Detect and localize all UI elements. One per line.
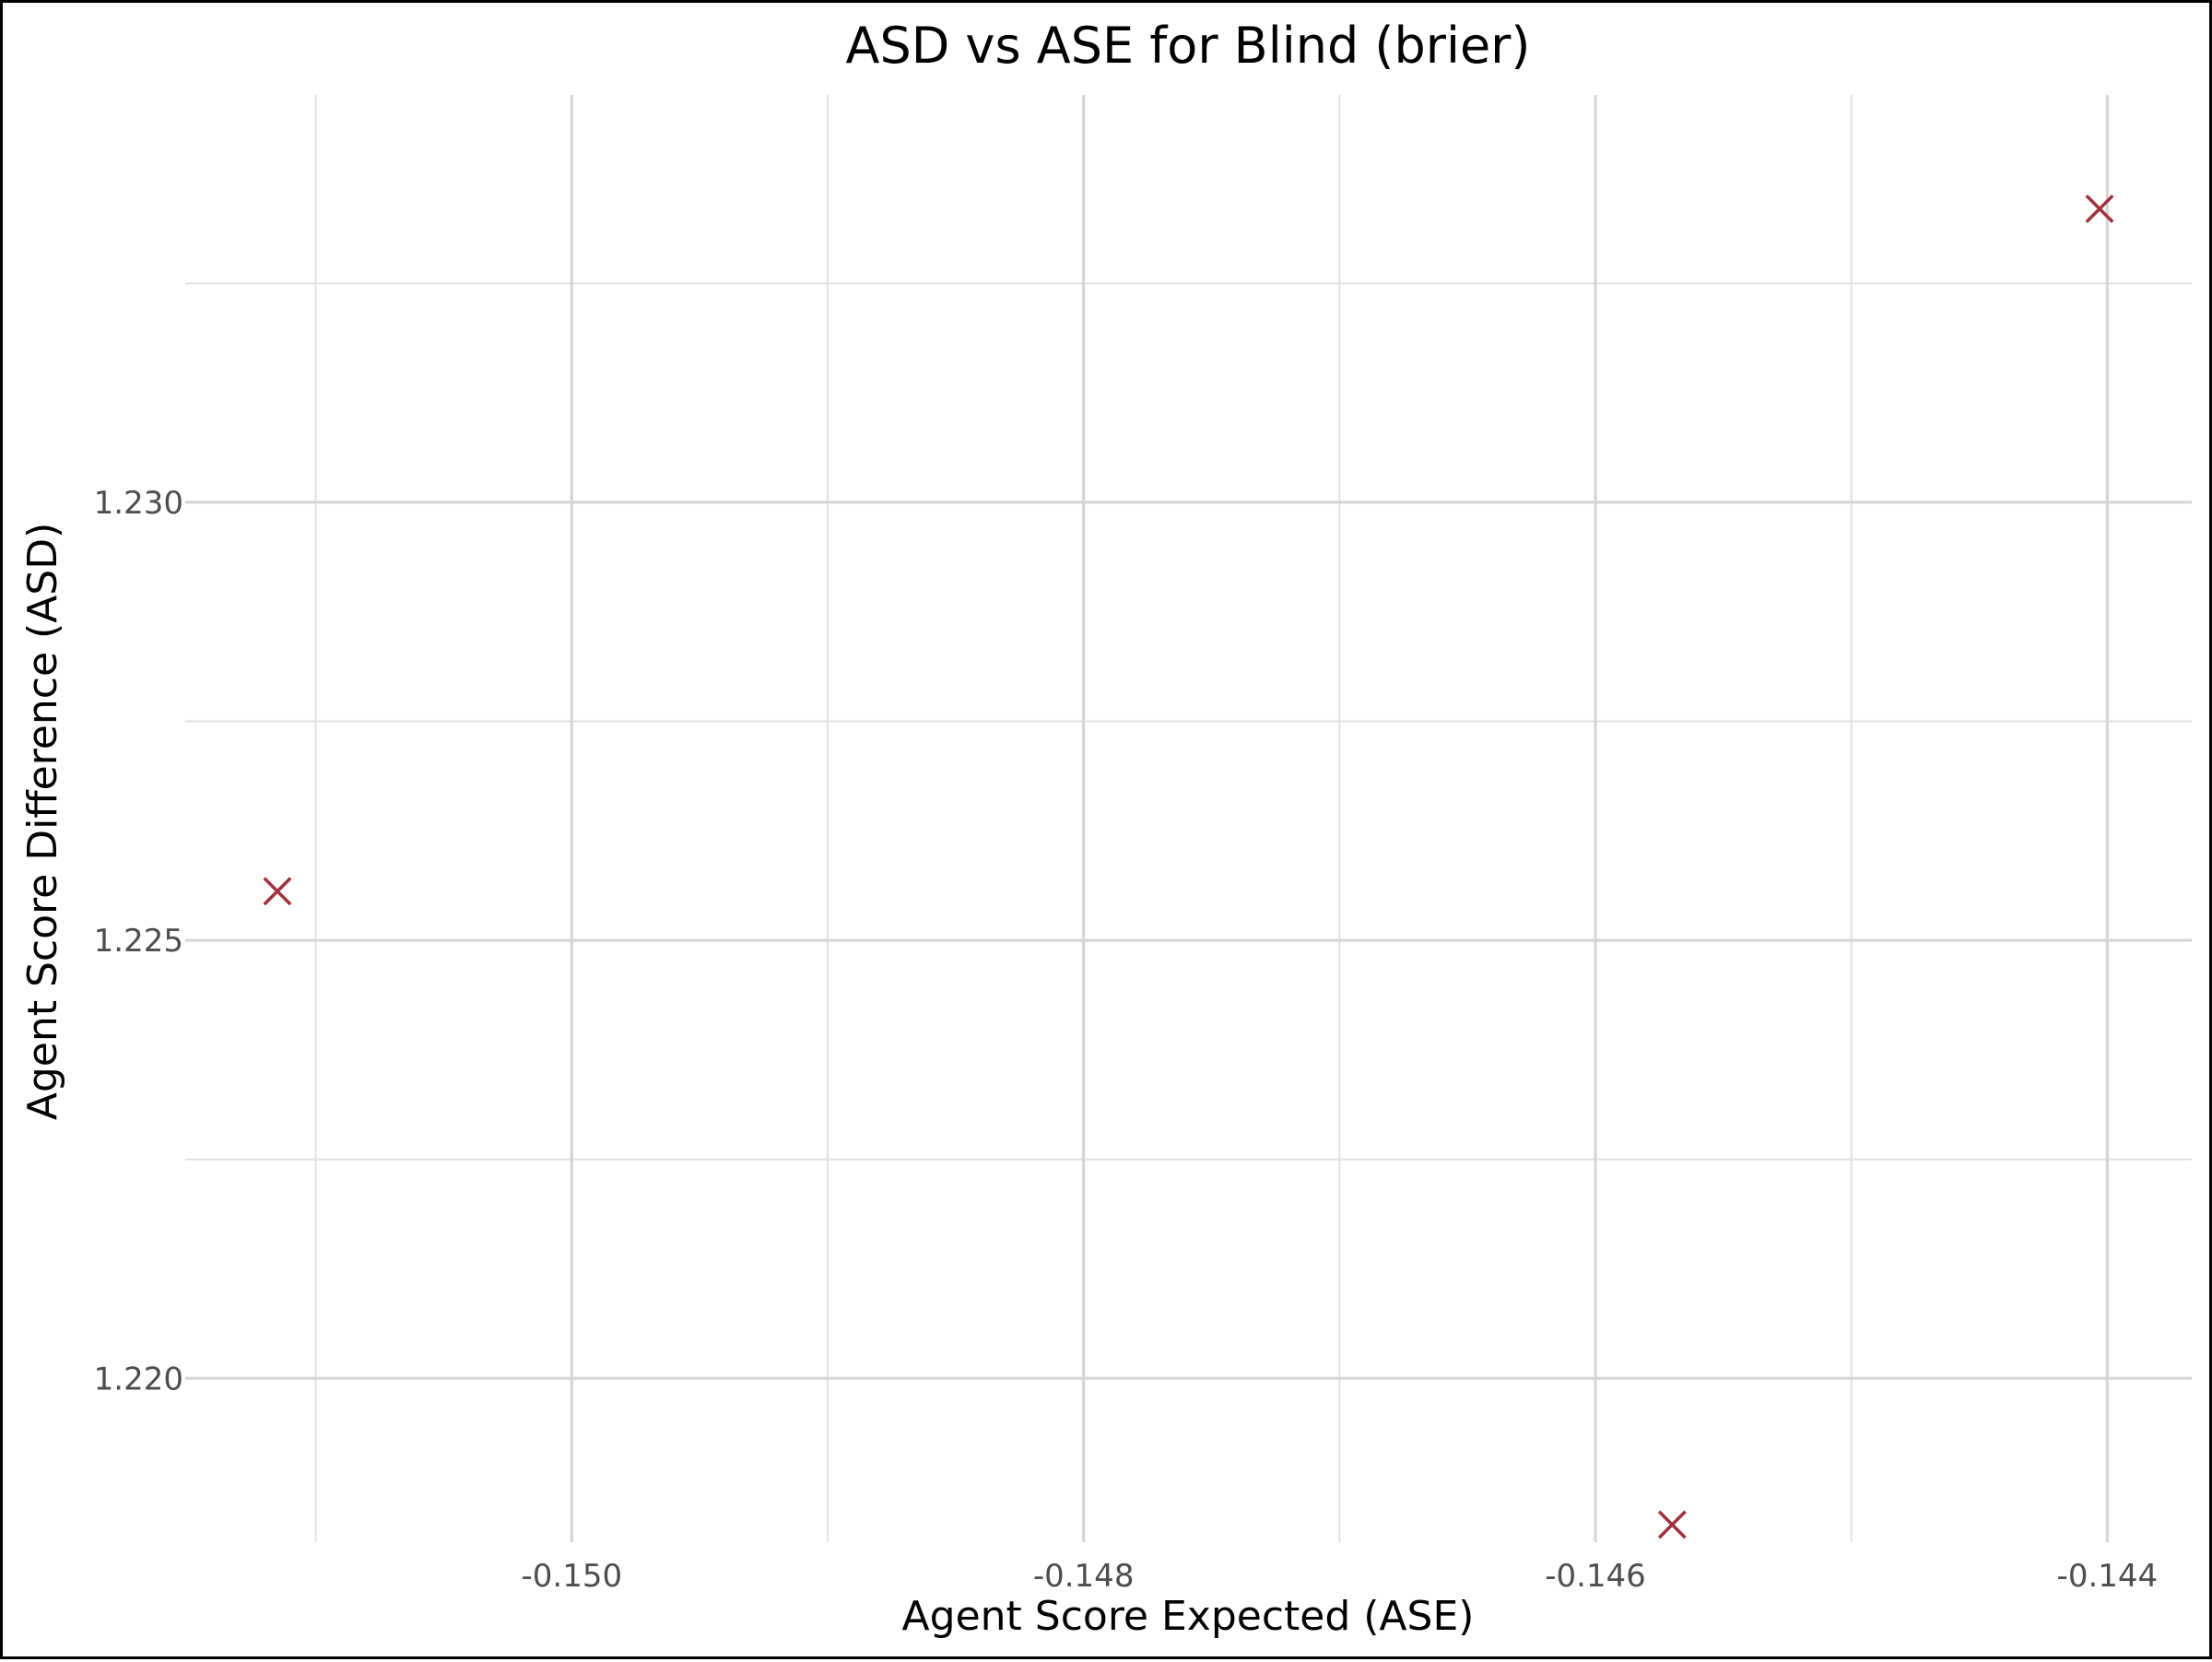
minor-gridlines <box>185 95 2192 1542</box>
y-tick-label: 1.225 <box>94 923 183 960</box>
y-tick-label: 1.220 <box>94 1361 183 1397</box>
scatter-chart: -0.150 -0.148 -0.146 -0.144 1.220 1.225 1.230… <box>19 17 2192 1640</box>
x-axis-label: Agent Score Expected (ASE) <box>902 1593 1475 1640</box>
x-tick-label: -0.144 <box>2057 1558 2159 1595</box>
data-point-marker <box>1657 1510 1687 1539</box>
data-point-marker <box>2085 194 2114 224</box>
y-axis-ticks: 1.220 1.225 1.230 <box>94 485 183 1397</box>
x-tick-label: -0.150 <box>521 1558 622 1595</box>
chart-title: ASD vs ASE for Blind (brier) <box>846 17 1531 75</box>
x-tick-label: -0.148 <box>1033 1558 1135 1595</box>
data-point-marker <box>263 877 292 906</box>
data-points <box>263 194 2114 1539</box>
y-axis-label: Agent Score Difference (ASD) <box>19 523 66 1121</box>
major-gridlines <box>185 95 2192 1542</box>
x-tick-label: -0.146 <box>1545 1558 1646 1595</box>
x-axis-ticks: -0.150 -0.148 -0.146 -0.144 <box>521 1558 2158 1595</box>
y-tick-label: 1.230 <box>94 485 183 522</box>
